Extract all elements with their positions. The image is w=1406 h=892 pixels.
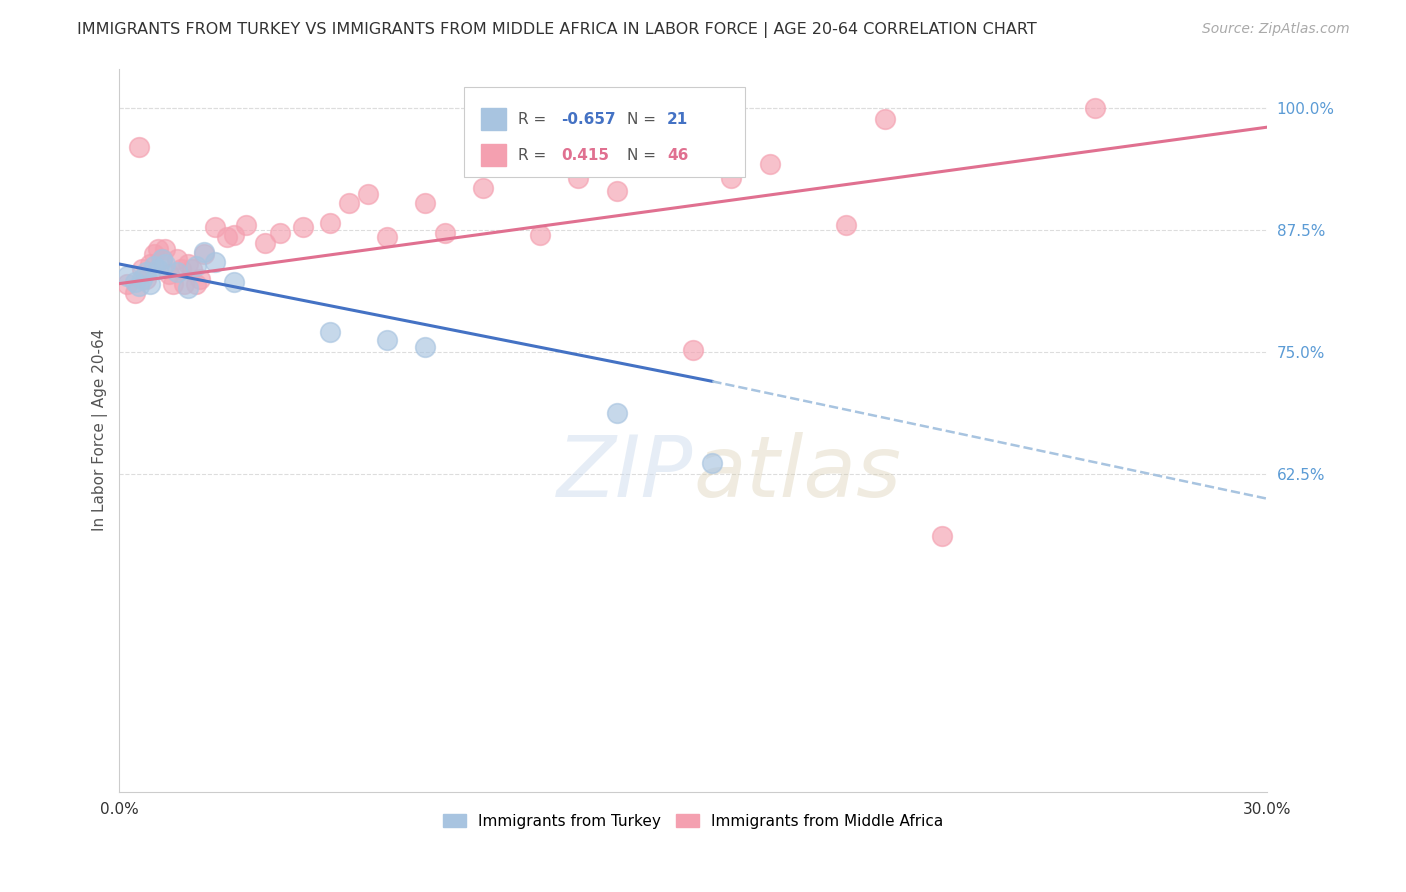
Point: [155, 243, 177, 257]
Text: -0.657: -0.657: [561, 112, 616, 127]
Point: [873, 112, 896, 127]
Point: [224, 227, 246, 242]
Point: [128, 139, 150, 153]
Point: [662, 111, 685, 125]
Bar: [481, 108, 506, 130]
Point: [146, 243, 169, 257]
Point: [146, 261, 169, 276]
Point: [142, 259, 165, 273]
Point: [193, 247, 215, 261]
Point: [124, 286, 146, 301]
Point: [155, 257, 177, 271]
Point: [269, 226, 291, 240]
Point: [337, 196, 360, 211]
Text: 0.415: 0.415: [561, 148, 609, 163]
Point: [319, 216, 342, 230]
Point: [131, 271, 153, 285]
Point: [157, 267, 180, 281]
Point: [139, 277, 162, 291]
Point: [319, 326, 342, 340]
Point: [162, 277, 184, 291]
Text: IMMIGRANTS FROM TURKEY VS IMMIGRANTS FROM MIDDLE AFRICA IN LABOR FORCE | AGE 20-: IMMIGRANTS FROM TURKEY VS IMMIGRANTS FRO…: [77, 22, 1038, 38]
Point: [375, 229, 398, 244]
Point: [606, 406, 628, 420]
Point: [720, 171, 742, 186]
Point: [184, 277, 207, 291]
Legend: Immigrants from Turkey, Immigrants from Middle Africa: Immigrants from Turkey, Immigrants from …: [437, 807, 949, 835]
Point: [215, 229, 238, 244]
Point: [115, 268, 138, 283]
Point: [510, 157, 533, 171]
Point: [135, 265, 157, 279]
Point: [415, 340, 437, 354]
Point: [115, 277, 138, 291]
Point: [135, 271, 157, 285]
Point: [169, 261, 191, 276]
Point: [204, 219, 226, 234]
Point: [702, 457, 724, 471]
FancyBboxPatch shape: [464, 87, 745, 177]
Point: [835, 218, 858, 232]
Point: [1084, 101, 1107, 115]
Text: N =: N =: [627, 112, 661, 127]
Point: [139, 257, 162, 271]
Point: [224, 275, 246, 289]
Text: ZIP: ZIP: [557, 432, 693, 516]
Text: 46: 46: [666, 148, 688, 163]
Point: [150, 252, 173, 267]
Point: [166, 265, 188, 279]
Point: [177, 257, 200, 271]
Point: [128, 278, 150, 293]
Point: [415, 196, 437, 211]
Bar: [481, 145, 506, 166]
Text: N =: N =: [627, 148, 661, 163]
Point: [253, 235, 276, 250]
Point: [235, 218, 257, 232]
Point: [682, 343, 704, 357]
Text: Source: ZipAtlas.com: Source: ZipAtlas.com: [1202, 22, 1350, 37]
Text: R =: R =: [517, 112, 551, 127]
Text: R =: R =: [517, 148, 551, 163]
Point: [131, 261, 153, 276]
Point: [567, 171, 589, 186]
Point: [292, 219, 315, 234]
Point: [931, 529, 953, 543]
Point: [529, 227, 551, 242]
Point: [173, 277, 195, 291]
Point: [758, 157, 780, 171]
Text: atlas: atlas: [693, 432, 901, 516]
Point: [166, 252, 188, 267]
Point: [375, 334, 398, 348]
Point: [471, 181, 494, 195]
Point: [357, 186, 380, 201]
Point: [204, 255, 226, 269]
Point: [124, 275, 146, 289]
Point: [606, 184, 628, 198]
Point: [184, 259, 207, 273]
Point: [181, 261, 204, 276]
Point: [188, 271, 211, 285]
Y-axis label: In Labor Force | Age 20-64: In Labor Force | Age 20-64: [93, 329, 108, 532]
Point: [177, 281, 200, 295]
Point: [142, 247, 165, 261]
Point: [150, 252, 173, 267]
Point: [433, 226, 456, 240]
Point: [193, 245, 215, 260]
Text: 21: 21: [666, 112, 688, 127]
